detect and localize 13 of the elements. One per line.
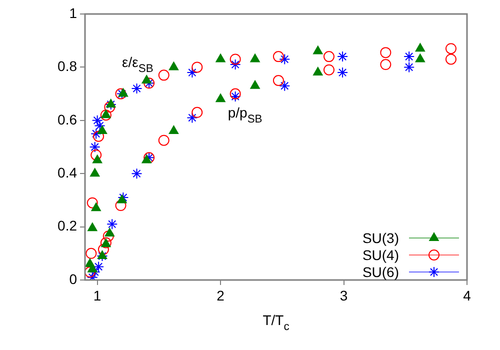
x-tick-label: 1 (93, 287, 102, 304)
y-tick-label: 0 (69, 270, 78, 287)
y-tick-label: 1 (69, 4, 78, 21)
x-tick-label: 2 (216, 287, 225, 304)
y-tick-label: 0.8 (58, 58, 78, 74)
y-tick-label: 0.6 (58, 111, 78, 128)
x-tick-label: 3 (340, 287, 348, 304)
x-tick-label: 4 (463, 287, 472, 304)
legend-label: SU(6) (362, 264, 399, 280)
legend-label: SU(3) (362, 230, 399, 246)
y-tick-label: 0.4 (58, 164, 78, 180)
y-tick-label: 0.2 (58, 218, 78, 234)
legend-label: SU(4) (362, 246, 399, 263)
